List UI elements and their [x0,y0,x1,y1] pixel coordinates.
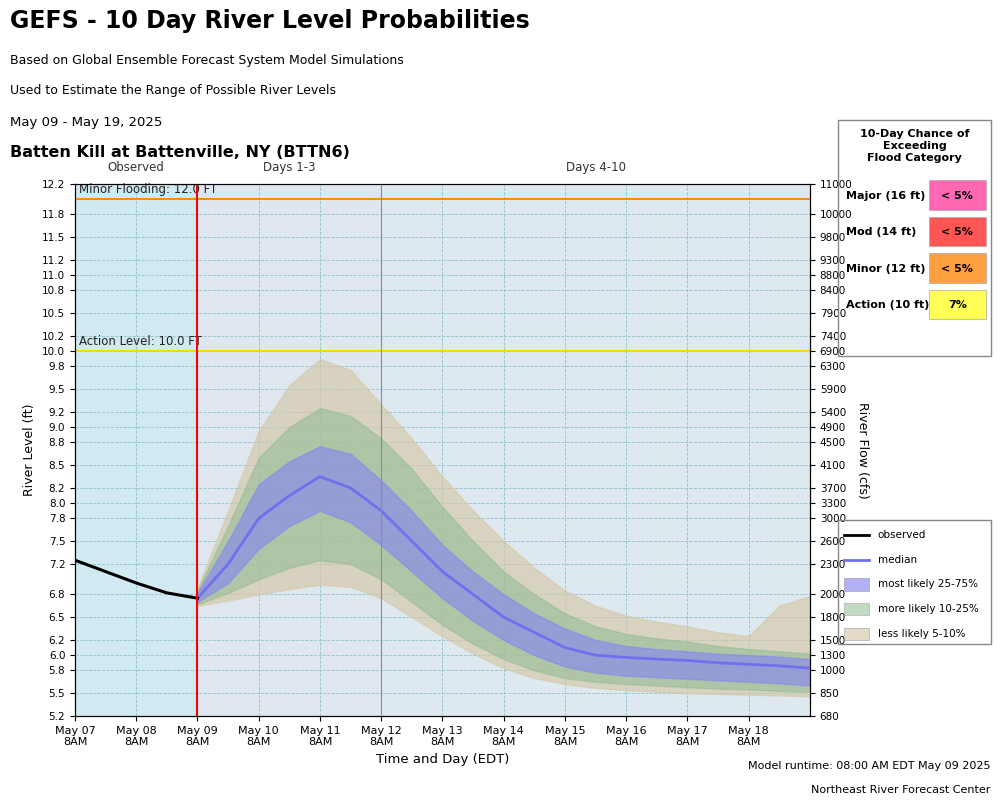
FancyBboxPatch shape [929,180,986,210]
Text: < 5%: < 5% [941,264,973,274]
FancyBboxPatch shape [929,254,986,283]
FancyBboxPatch shape [844,578,869,590]
Text: most likely 25-75%: most likely 25-75% [878,579,978,590]
Text: less likely 5-10%: less likely 5-10% [878,629,965,639]
X-axis label: Time and Day (EDT): Time and Day (EDT) [376,753,509,766]
FancyBboxPatch shape [929,290,986,319]
Text: more likely 10-25%: more likely 10-25% [878,604,979,614]
Text: Observed: Observed [108,162,165,174]
Text: Mod (14 ft): Mod (14 ft) [846,227,916,237]
Text: Days 1-3: Days 1-3 [263,162,316,174]
Text: Minor Flooding: 12.0 FT: Minor Flooding: 12.0 FT [79,183,217,196]
FancyBboxPatch shape [844,628,869,640]
Text: < 5%: < 5% [941,227,973,237]
Bar [197,184,381,716]
Y-axis label: River Level (ft): River Level (ft) [23,404,36,496]
FancyBboxPatch shape [929,217,986,246]
Text: observed: observed [878,530,926,540]
Text: 10-Day Chance of
Exceeding
Flood Category: 10-Day Chance of Exceeding Flood Categor… [860,130,969,162]
Text: < 5%: < 5% [941,190,973,201]
Text: Used to Estimate the Range of Possible River Levels: Used to Estimate the Range of Possible R… [10,84,336,98]
Bar [381,184,810,716]
Text: Based on Global Ensemble Forecast System Model Simulations: Based on Global Ensemble Forecast System… [10,54,404,67]
Y-axis label: River Flow (cfs): River Flow (cfs) [856,402,869,498]
Text: Action (10 ft): Action (10 ft) [846,300,929,310]
FancyBboxPatch shape [844,603,869,615]
Text: median: median [878,554,917,565]
Text: Action Level: 10.0 FT: Action Level: 10.0 FT [79,335,202,348]
Bar [75,184,197,716]
Text: GEFS - 10 Day River Level Probabilities: GEFS - 10 Day River Level Probabilities [10,9,530,33]
Text: 7%: 7% [948,300,967,310]
Text: Major (16 ft): Major (16 ft) [846,190,925,201]
Text: Minor (12 ft): Minor (12 ft) [846,264,925,274]
Text: Days 4-10: Days 4-10 [566,162,626,174]
Text: Model runtime: 08:00 AM EDT May 09 2025: Model runtime: 08:00 AM EDT May 09 2025 [748,762,990,771]
Text: May 09 - May 19, 2025: May 09 - May 19, 2025 [10,116,162,129]
Text: Batten Kill at Battenville, NY (BTTN6): Batten Kill at Battenville, NY (BTTN6) [10,145,350,160]
Text: Northeast River Forecast Center: Northeast River Forecast Center [811,786,990,795]
